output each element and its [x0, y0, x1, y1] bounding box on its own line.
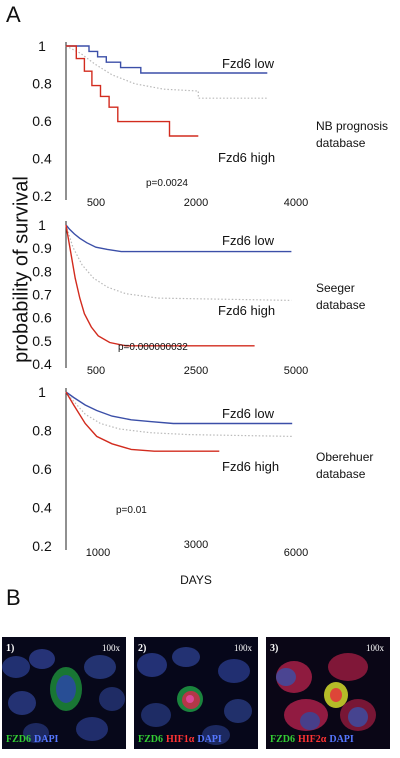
panel-label-b: B	[6, 585, 21, 610]
database-label: Oberehuer	[316, 450, 373, 464]
micrograph-1: 1) 100x FZD6 DAPI	[2, 637, 126, 749]
x-tick-label: 500	[87, 365, 105, 377]
y-tick-label: 0.4	[32, 356, 52, 372]
stain-label: DAPI	[329, 734, 354, 745]
stain-legend: FZD6 DAPI	[6, 734, 61, 745]
survival-curves-figure: 1 0.8 0.6 0.4 0.2 500 2000 4000 Fzd6 low Fzd6 hig…	[32, 38, 388, 587]
x-tick-label: 3000	[184, 539, 208, 551]
series-label-low: Fzd6 low	[222, 406, 275, 421]
series-label-high: Fzd6 high	[218, 150, 275, 165]
y-tick-label: 0.8	[32, 263, 52, 279]
y-tick-label: 0.8	[32, 423, 52, 439]
y-tick-label: 0.5	[32, 333, 52, 349]
database-label: Seeger	[316, 281, 355, 295]
x-tick-label: 4000	[284, 197, 308, 209]
micrograph-3: 3) 100x FZD6 HIF2α DAPI	[266, 637, 390, 749]
micrograph-number: 1)	[6, 643, 15, 654]
stain-label: FZD6	[270, 734, 295, 745]
x-tick-label: 1000	[86, 547, 110, 559]
y-tick-label: 0.4	[32, 500, 52, 516]
y-tick-label: 0.6	[32, 113, 52, 129]
stain-label: HIF1α	[166, 734, 195, 745]
survival-panel-2: 1 0.9 0.8 0.7 0.6 0.5 0.4 500 2500 5000 Fzd6 low Fz…	[32, 217, 365, 377]
series-line-fzd6-high	[65, 391, 220, 452]
stain-label: DAPI	[197, 734, 222, 745]
series-label-high: Fzd6 high	[218, 303, 275, 318]
x-tick-label: 2000	[184, 197, 208, 209]
y-tick-label: 0.2	[32, 538, 52, 554]
series-line-overall	[65, 224, 292, 301]
y-tick-label: 1	[38, 384, 46, 400]
series-line-fzd6-high	[65, 224, 255, 347]
micrograph-2: 2) 100x FZD6 HIF1α DAPI	[134, 637, 258, 749]
micrograph-magnification: 100x	[102, 643, 120, 653]
series-label-high: Fzd6 high	[222, 459, 279, 474]
database-label: NB prognosis	[316, 119, 388, 133]
x-tick-label: 2500	[184, 365, 208, 377]
database-label: database	[316, 136, 366, 150]
stain-label: DAPI	[34, 734, 59, 745]
micrograph-image	[266, 637, 390, 749]
series-line-fzd6-low	[65, 224, 292, 253]
micrograph-magnification: 100x	[366, 643, 384, 653]
x-tick-label: 500	[87, 197, 105, 209]
p-value-label: p=0.0024	[146, 178, 188, 189]
y-tick-label: 0.6	[32, 461, 52, 477]
panel-label-a: A	[6, 2, 21, 27]
y-tick-label: 0.6	[32, 310, 52, 326]
y-tick-label: 0.2	[32, 188, 52, 204]
y-tick-label: 0.9	[32, 240, 52, 256]
series-line-fzd6-low	[65, 391, 293, 425]
y-tick-label: 0.8	[32, 76, 52, 92]
stain-label: HIF2α	[298, 734, 327, 745]
x-tick-label: 5000	[284, 365, 308, 377]
stain-legend: FZD6 HIF1α DAPI	[138, 734, 225, 745]
series-line-fzd6-high	[66, 45, 199, 137]
survival-panel-3: 1 0.8 0.6 0.4 0.2 1000 3000 6000 Fzd6 low Fzd6 hi…	[32, 384, 373, 559]
database-label: database	[316, 467, 366, 481]
stain-label: FZD6	[6, 734, 31, 745]
series-label-low: Fzd6 low	[222, 233, 275, 248]
micrograph-image	[2, 637, 126, 749]
p-value-label: p=0.000000032	[118, 342, 188, 353]
p-value-label: p=0.01	[116, 505, 147, 516]
micrograph-number: 3)	[270, 643, 279, 654]
database-label: database	[316, 298, 366, 312]
x-axis-label: DAYS	[180, 573, 212, 587]
y-tick-label: 1	[38, 38, 46, 54]
micrograph-image	[134, 637, 258, 749]
stain-label: FZD6	[138, 734, 163, 745]
series-line-fzd6-low	[66, 45, 268, 74]
series-line-overall	[65, 391, 293, 437]
survival-panel-1: 1 0.8 0.6 0.4 0.2 500 2000 4000 Fzd6 low Fzd6 hig…	[32, 38, 388, 209]
y-tick-label: 0.4	[32, 151, 52, 167]
x-tick-label: 6000	[284, 547, 308, 559]
micrograph-magnification: 100x	[234, 643, 252, 653]
micrograph-number: 2)	[138, 643, 147, 654]
y-tick-label: 1	[38, 217, 46, 233]
stain-legend: FZD6 HIF2α DAPI	[270, 734, 357, 745]
series-line-overall	[65, 45, 268, 99]
series-label-low: Fzd6 low	[222, 56, 275, 71]
y-tick-label: 0.7	[32, 287, 52, 303]
